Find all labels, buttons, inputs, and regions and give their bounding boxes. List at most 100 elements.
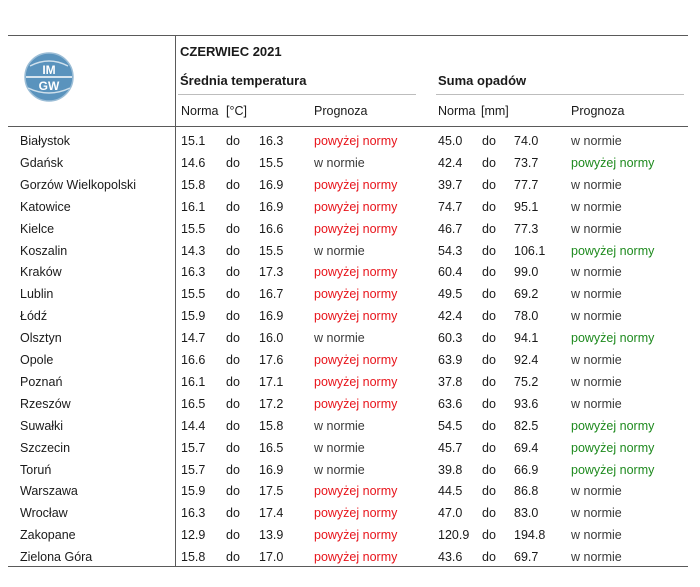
temp-norm-label: Norma (181, 104, 219, 118)
temp-forecast: powyżej normy (314, 221, 398, 236)
city-name: Białystok (20, 134, 71, 148)
temp-norm-to: do (226, 331, 240, 346)
precip-norm-to: do (482, 374, 496, 389)
temp-norm-to: do (226, 353, 240, 367)
precip-norm-to: do (482, 309, 496, 324)
temp-norm-low: 15.9 (181, 309, 206, 324)
precip-norm-low: 63.9 (438, 353, 463, 367)
temp-norm-high: 17.6 (259, 353, 284, 367)
precip-forecast: w normie (571, 265, 622, 280)
temp-norm-low: 14.4 (181, 418, 206, 433)
precip-section-title: Suma opadów (438, 73, 527, 88)
precip-forecast: w normie (571, 550, 622, 565)
temp-norm-high: 17.1 (259, 374, 284, 389)
table-row: Poznań 16.1 do 17.1 powyżej normy 37.8 do 75.2 w… (0, 371, 700, 393)
table-row: Gdańsk 14.6 do 15.5 w normie 42.4 do 73.7 powyże… (0, 152, 700, 174)
temp-norm-low: 15.5 (181, 287, 206, 302)
precip-norm-low: 37.8 (438, 374, 463, 389)
precip-norm-high: 77.7 (514, 177, 539, 192)
temp-norm-high: 13.9 (259, 528, 284, 543)
temp-norm-to: do (226, 484, 240, 499)
table-row: Łódź 15.9 do 16.9 powyżej normy 42.4 do 78.0 w n… (0, 305, 700, 327)
temp-norm-to: do (226, 374, 240, 389)
precip-forecast: powyżej normy (571, 440, 655, 455)
temp-forecast: powyżej normy (314, 265, 398, 280)
table-row: Szczecin 15.7 do 16.5 w normie 45.7 do 69.4 powy… (0, 437, 700, 459)
precip-unit-label: [mm] (481, 104, 509, 118)
temp-norm-low: 14.6 (181, 155, 206, 170)
city-name: Poznań (20, 374, 63, 389)
temp-forecast: w normie (314, 418, 365, 433)
precip-norm-low: 39.7 (438, 177, 463, 192)
precip-norm-high: 78.0 (514, 309, 539, 324)
temp-section-title: Średnia temperatura (180, 73, 307, 88)
precip-norm-high: 194.8 (514, 528, 546, 543)
precip-forecast: w normie (571, 374, 622, 389)
city-name: Szczecin (20, 440, 71, 455)
precip-forecast: w normie (571, 309, 622, 324)
precip-forecast: w normie (571, 221, 622, 236)
temp-forecast: powyżej normy (314, 353, 398, 367)
temp-norm-low: 16.3 (181, 506, 206, 521)
precip-forecast: w normie (571, 134, 622, 148)
precip-forecast: powyżej normy (571, 418, 655, 433)
precip-norm-low: 63.6 (438, 396, 463, 411)
temp-norm-low: 15.8 (181, 177, 206, 192)
temp-norm-low: 16.1 (181, 199, 206, 214)
temp-norm-to: do (226, 506, 240, 521)
temp-forecast: powyżej normy (314, 484, 398, 499)
temp-forecast: w normie (314, 440, 365, 455)
precip-norm-to: do (482, 287, 496, 302)
precip-norm-high: 86.8 (514, 484, 539, 499)
precip-norm-to: do (482, 550, 496, 565)
temp-norm-low: 16.5 (181, 396, 206, 411)
precip-norm-to: do (482, 462, 496, 477)
table-row: Kraków 16.3 do 17.3 powyżej normy 60.4 do 99.0 w… (0, 261, 700, 283)
temp-norm-high: 17.4 (259, 506, 284, 521)
precip-norm-high: 106.1 (514, 243, 546, 258)
precip-norm-high: 93.6 (514, 396, 539, 411)
temp-norm-to: do (226, 243, 240, 258)
city-name: Kielce (20, 221, 55, 236)
precip-forecast: w normie (571, 506, 622, 521)
precip-norm-low: 42.4 (438, 309, 463, 324)
table-row: Kielce 15.5 do 16.6 powyżej normy 46.7 do 77.3 w… (0, 218, 700, 240)
precip-norm-low: 42.4 (438, 155, 463, 170)
temp-norm-to: do (226, 287, 240, 302)
precip-norm-to: do (482, 418, 496, 433)
temp-norm-high: 15.5 (259, 243, 284, 258)
precip-norm-to: do (482, 506, 496, 521)
precip-norm-to: do (482, 155, 496, 170)
city-name: Zakopane (20, 528, 76, 543)
precip-norm-high: 94.1 (514, 331, 539, 346)
temp-forecast: powyżej normy (314, 506, 398, 521)
temp-norm-high: 16.9 (259, 309, 284, 324)
precip-norm-low: 120.9 (438, 528, 470, 543)
precip-norm-low: 39.8 (438, 462, 463, 477)
temp-norm-to: do (226, 396, 240, 411)
precip-norm-low: 45.0 (438, 134, 463, 148)
temp-norm-high: 16.7 (259, 287, 284, 302)
temp-forecast: powyżej normy (314, 134, 398, 148)
temp-norm-high: 16.9 (259, 462, 284, 477)
temp-norm-to: do (226, 418, 240, 433)
temp-unit-label: [°C] (226, 104, 247, 118)
header-bottom-rule (8, 126, 688, 127)
temp-norm-to: do (226, 177, 240, 192)
city-name: Lublin (20, 287, 54, 302)
precip-norm-to: do (482, 396, 496, 411)
temp-header-underline (178, 94, 416, 95)
table-row: Opole 16.6 do 17.6 powyżej normy 63.9 do 92.4 w … (0, 349, 700, 371)
precip-norm-high: 99.0 (514, 265, 539, 280)
city-name: Zielona Góra (20, 550, 93, 565)
temp-norm-high: 16.0 (259, 331, 284, 346)
table-row: Gorzów Wielkopolski 15.8 do 16.9 powyżej nor… (0, 174, 700, 196)
precip-forecast-label: Prognoza (571, 104, 625, 118)
city-name: Wrocław (20, 506, 68, 521)
precip-forecast: powyżej normy (571, 462, 655, 477)
temp-norm-low: 15.8 (181, 550, 206, 565)
temp-norm-low: 15.5 (181, 221, 206, 236)
city-name: Gorzów Wielkopolski (20, 177, 137, 192)
precip-norm-high: 75.2 (514, 374, 539, 389)
table-row: Katowice 16.1 do 16.9 powyżej normy 74.7 do 95.… (0, 196, 700, 218)
